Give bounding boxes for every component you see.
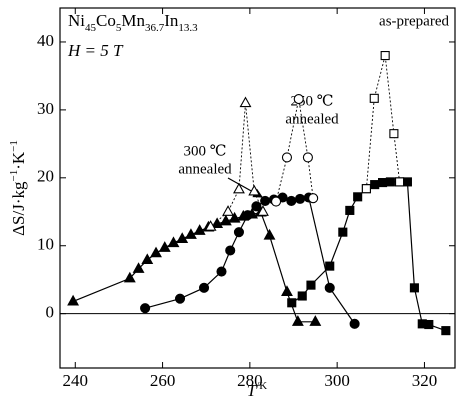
data-point — [248, 184, 261, 196]
data-point — [286, 195, 297, 206]
x-tick-label: 240 — [63, 371, 89, 390]
data-point — [424, 319, 434, 330]
annotation: 300 ℃ — [183, 143, 226, 159]
data-point — [395, 177, 405, 187]
text-part: 36.7 — [145, 22, 165, 34]
data-point — [239, 96, 252, 108]
text-part: T — [247, 381, 258, 400]
y-tick-label: 0 — [46, 303, 55, 322]
x-tick-label: 280 — [237, 371, 263, 390]
data-point — [306, 280, 316, 290]
data-point — [293, 93, 304, 105]
data-point — [377, 178, 388, 188]
data-point — [370, 180, 380, 190]
data-point — [219, 214, 232, 226]
data-point — [204, 220, 217, 231]
data-point — [251, 201, 262, 212]
text-part: ·K — [9, 151, 28, 170]
data-point — [295, 193, 306, 204]
y-tick-label: 10 — [37, 235, 54, 254]
x-tick-label: 300 — [324, 371, 350, 390]
x-axis-label: T/K — [247, 380, 268, 400]
data-point — [297, 291, 307, 301]
sample-label: as-prepared — [379, 13, 449, 29]
annotation: annealed — [285, 111, 339, 127]
data-point — [309, 315, 322, 326]
data-point — [222, 205, 234, 216]
data-point — [287, 298, 297, 308]
data-point — [185, 228, 197, 239]
data-point — [225, 245, 236, 256]
data-point — [441, 326, 451, 336]
x-tick-label: 260 — [150, 371, 176, 390]
data-point — [141, 253, 154, 265]
data-point — [385, 177, 395, 187]
text-part: Co — [96, 11, 116, 30]
data-point — [389, 129, 399, 139]
annotation: annealed — [178, 161, 232, 177]
y-axis-label: ΔS/J·kg−1·K−1 — [8, 140, 28, 236]
y-tick-label: 40 — [37, 31, 54, 50]
data-point — [308, 193, 319, 204]
text-part: Mn — [121, 11, 145, 30]
data-point — [242, 210, 253, 221]
x-tick-label: 320 — [412, 371, 438, 390]
data-point — [270, 196, 282, 207]
data-point — [380, 50, 390, 61]
data-point — [302, 152, 313, 163]
field-label: H = 5 T — [67, 41, 124, 60]
text-part: 13.3 — [178, 22, 198, 34]
text-part: ΔS/J·kg — [9, 181, 28, 236]
data-point — [361, 184, 371, 194]
text-part: Ni — [68, 11, 85, 30]
data-point — [263, 228, 276, 240]
data-point — [260, 195, 271, 206]
text-part: −1 — [8, 140, 20, 152]
y-tick-label: 30 — [37, 99, 54, 118]
data-point — [325, 261, 335, 271]
data-point — [257, 205, 269, 216]
data-point — [409, 283, 419, 293]
series-line — [291, 181, 447, 332]
data-point — [132, 262, 145, 273]
data-point — [338, 227, 348, 237]
text-part: 45 — [85, 22, 97, 34]
data-point — [233, 227, 245, 238]
series-line — [72, 211, 316, 323]
data-point — [281, 285, 293, 296]
data-point — [150, 246, 162, 258]
text-part: In — [164, 11, 179, 30]
data-point — [324, 282, 335, 293]
text-part: /K — [256, 380, 267, 392]
data-point — [402, 177, 412, 187]
data-point — [123, 271, 136, 283]
data-point — [140, 303, 151, 314]
data-point — [174, 293, 186, 304]
data-point — [228, 211, 241, 223]
data-point — [193, 224, 206, 235]
data-point — [167, 236, 180, 248]
data-point — [345, 205, 355, 215]
data-point — [281, 152, 293, 163]
data-point — [158, 241, 171, 252]
data-point — [67, 294, 80, 306]
data-point — [176, 232, 189, 243]
text-part: 5 — [116, 22, 122, 34]
text-part: −1 — [8, 170, 20, 182]
plot-frame — [59, 7, 456, 369]
formula: Ni45Co5Mn36.7In13.3 — [68, 11, 198, 34]
data-point — [198, 282, 210, 293]
series-line — [365, 55, 401, 189]
data-point — [369, 93, 379, 103]
data-point — [349, 318, 360, 329]
y-tick-label: 20 — [37, 167, 54, 186]
data-point — [216, 266, 227, 277]
data-point — [353, 192, 363, 202]
data-point — [233, 182, 245, 194]
data-point — [291, 315, 304, 326]
